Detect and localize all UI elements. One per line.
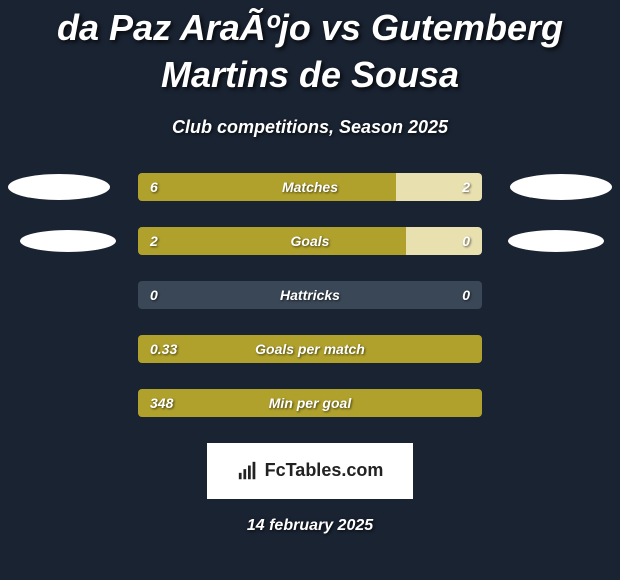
stat-label: Goals [138,227,482,255]
stat-label: Hattricks [138,281,482,309]
subtitle: Club competitions, Season 2025 [0,117,620,138]
decor-ellipse-right [510,174,612,200]
stat-bar: 20Goals [138,227,482,255]
stat-bar: 62Matches [138,173,482,201]
decor-ellipse-right [508,230,604,252]
stat-row: 348Min per goal [0,389,620,417]
stat-row: 00Hattricks [0,281,620,309]
decor-ellipse-left [8,174,110,200]
logo-text: FcTables.com [265,460,384,481]
stats-area: 62Matches 20Goals 00Hattricks 0.33Goals per… [0,173,620,417]
stat-bar: 00Hattricks [138,281,482,309]
stat-bar: 348Min per goal [138,389,482,417]
stat-label: Min per goal [138,389,482,417]
logo-box: FcTables.com [207,443,413,499]
stat-label: Matches [138,173,482,201]
stat-row: 20Goals [0,227,620,255]
page-title: da Paz AraÃºjo vs Gutemberg Martins de S… [0,5,620,99]
decor-ellipse-left [20,230,116,252]
comparison-panel: da Paz AraÃºjo vs Gutemberg Martins de S… [0,0,620,535]
stat-label: Goals per match [138,335,482,363]
stat-row: 62Matches [0,173,620,201]
stat-bar: 0.33Goals per match [138,335,482,363]
stat-row: 0.33Goals per match [0,335,620,363]
date-label: 14 february 2025 [0,517,620,535]
bar-chart-icon [237,460,259,482]
